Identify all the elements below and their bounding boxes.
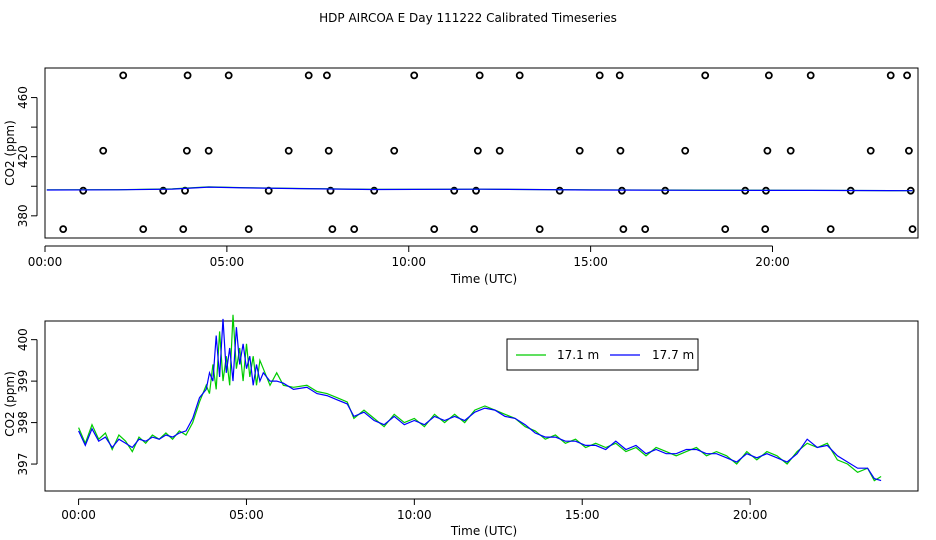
data-point — [410, 71, 419, 80]
panel-bottom-y-tick-label: 397 — [16, 453, 30, 476]
chart-title: HDP AIRCOA E Day 111222 Calibrated Times… — [319, 11, 617, 25]
data-point — [761, 225, 770, 234]
legend: 17.1 m 17.7 m — [506, 338, 699, 371]
panel-bottom-lines — [78, 314, 882, 482]
legend-label-17-7: 17.7 m — [652, 348, 694, 362]
panel-bottom-x-tick-label: 20:00 — [733, 508, 768, 522]
panel-bottom-x-tick-label: 15:00 — [565, 508, 600, 522]
panel-top-x-label: Time (UTC) — [450, 272, 517, 286]
data-point — [59, 225, 68, 234]
data-point — [616, 146, 625, 155]
panel-bottom-series-line-2 — [78, 318, 882, 482]
data-point — [495, 146, 504, 155]
data-point — [390, 146, 399, 155]
data-point — [323, 71, 331, 80]
data-point — [284, 146, 293, 155]
data-point — [619, 225, 628, 234]
data-point — [244, 225, 253, 234]
panel-bottom-x-tick-label: 10:00 — [397, 508, 432, 522]
data-point — [99, 146, 108, 155]
data-point — [886, 71, 895, 80]
panel-top-y-tick-label: 380 — [16, 204, 30, 227]
data-point — [328, 225, 337, 234]
panel-top-x-axis: 00:00 05:00 10:00 15:00 20:00 — [28, 245, 790, 269]
data-point — [79, 186, 88, 195]
data-point — [535, 225, 544, 234]
data-point — [826, 225, 835, 234]
data-point — [179, 225, 188, 234]
data-point — [450, 186, 459, 195]
panel-top-x-tick-label: 15:00 — [573, 255, 608, 269]
panel-bottom-y-tick-label: 400 — [16, 328, 30, 351]
data-point — [763, 146, 772, 155]
panel-top-y-tick-label: 460 — [16, 86, 30, 109]
panel-bottom-x-tick-label: 00:00 — [61, 508, 96, 522]
panel-top-y-tick-label: 420 — [16, 145, 30, 168]
data-point — [475, 71, 484, 80]
data-point — [618, 186, 626, 195]
data-point — [119, 71, 128, 80]
panel-bottom-y-label: CO2 (ppm) — [3, 371, 17, 437]
data-point — [183, 71, 192, 80]
data-point — [430, 225, 439, 234]
data-point — [764, 71, 773, 80]
panel-bottom-y-tick-label: 399 — [16, 370, 30, 393]
panel-top-x-tick-label: 10:00 — [391, 255, 426, 269]
legend-label-17-1: 17.1 m — [557, 348, 599, 362]
data-point — [905, 146, 913, 155]
panel-top-x-tick-label: 00:00 — [28, 255, 63, 269]
panel-bottom-frame — [44, 320, 919, 492]
panel-top-lines — [46, 186, 913, 192]
data-point — [721, 225, 730, 234]
data-point — [224, 71, 233, 80]
data-point — [473, 146, 482, 155]
panel-bottom: 00:00 05:00 10:00 15:00 20:00 397 398 399 400 T… — [3, 314, 919, 538]
data-point — [641, 225, 650, 234]
data-point — [139, 225, 148, 234]
panel-top-x-tick-label: 20:00 — [755, 255, 790, 269]
panel-bottom-x-label: Time (UTC) — [450, 524, 517, 538]
panel-top-y-axis: 380 420 460 — [16, 86, 38, 227]
panel-top: 00:00 05:00 10:00 15:00 20:00 380 420 460 Time… — [3, 67, 919, 286]
data-point — [159, 186, 168, 195]
panel-bottom-x-tick-label: 05:00 — [229, 508, 264, 522]
panel-top-frame — [44, 67, 919, 239]
data-point — [326, 186, 335, 195]
panel-bottom-y-tick-label: 398 — [16, 411, 30, 434]
data-point — [472, 186, 480, 195]
data-point — [701, 71, 710, 80]
data-point — [350, 225, 359, 234]
data-point — [555, 186, 564, 195]
data-point — [575, 146, 584, 155]
data-point — [786, 146, 795, 155]
panel-bottom-y-axis: 397 398 399 400 — [16, 328, 38, 476]
panel-top-x-tick-label: 05:00 — [210, 255, 245, 269]
panel-top-y-label: CO2 (ppm) — [3, 120, 17, 186]
panel-bottom-x-axis: 00:00 05:00 10:00 15:00 20:00 — [61, 498, 768, 522]
data-point — [595, 71, 604, 80]
data-point — [304, 71, 313, 80]
panel-top-series-line-2 — [46, 186, 913, 192]
data-point — [204, 146, 213, 155]
data-point — [615, 71, 624, 80]
panel-top-points — [59, 71, 917, 234]
data-point — [515, 71, 524, 80]
data-point — [866, 146, 875, 155]
data-point — [806, 71, 815, 80]
data-point — [681, 146, 690, 155]
data-point — [470, 225, 479, 234]
data-point — [370, 186, 379, 195]
data-point — [324, 146, 333, 155]
data-point — [908, 225, 917, 234]
data-point — [903, 71, 911, 80]
data-point — [182, 146, 191, 155]
